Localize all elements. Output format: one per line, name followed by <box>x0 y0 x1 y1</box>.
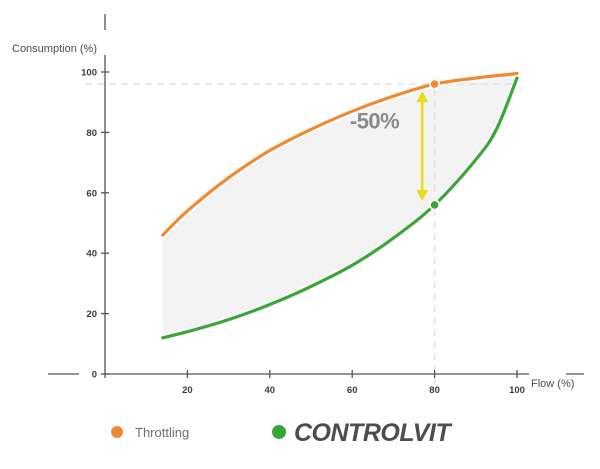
x-tick-label-100: 100 <box>509 385 525 396</box>
y-tick-label-60: 60 <box>86 188 97 199</box>
y-tick-label-40: 40 <box>86 249 97 260</box>
y-axis-title: Consumption (%) <box>12 43 97 55</box>
legend-throttling-marker <box>111 426 123 438</box>
controlvit-marker-point <box>430 201 439 209</box>
controlvit-line <box>161 76 519 340</box>
x-tick-label-60: 60 <box>347 385 358 396</box>
x-axis-title: Flow (%) <box>531 378 574 390</box>
x-tick-label-20: 20 <box>182 385 193 396</box>
legend-controlvit-marker <box>272 425 286 439</box>
y-tick-label-80: 80 <box>86 128 97 139</box>
plot-layer: 0 20 40 60 80 100 20 40 60 80 100 -50% <box>48 14 584 396</box>
annotation-arrowhead-up <box>416 91 429 103</box>
legend-throttling-label: Throttling <box>135 425 189 440</box>
y-tick-label-0: 0 <box>92 370 97 381</box>
x-tick-label-40: 40 <box>265 385 276 396</box>
annotation-label: -50% <box>350 108 399 133</box>
legend: Throttling CONTROLVIT <box>111 419 454 447</box>
y-tick-label-100: 100 <box>81 68 97 79</box>
throttling-marker-point <box>430 80 439 88</box>
x-tick-label-80: 80 <box>429 385 440 396</box>
y-tick-label-20: 20 <box>86 309 97 320</box>
annotation-arrowhead-down <box>416 189 429 201</box>
controlvit-logo: CONTROLVIT <box>294 419 453 447</box>
throttling-line <box>161 71 519 237</box>
shaded-gap-area <box>162 73 517 338</box>
